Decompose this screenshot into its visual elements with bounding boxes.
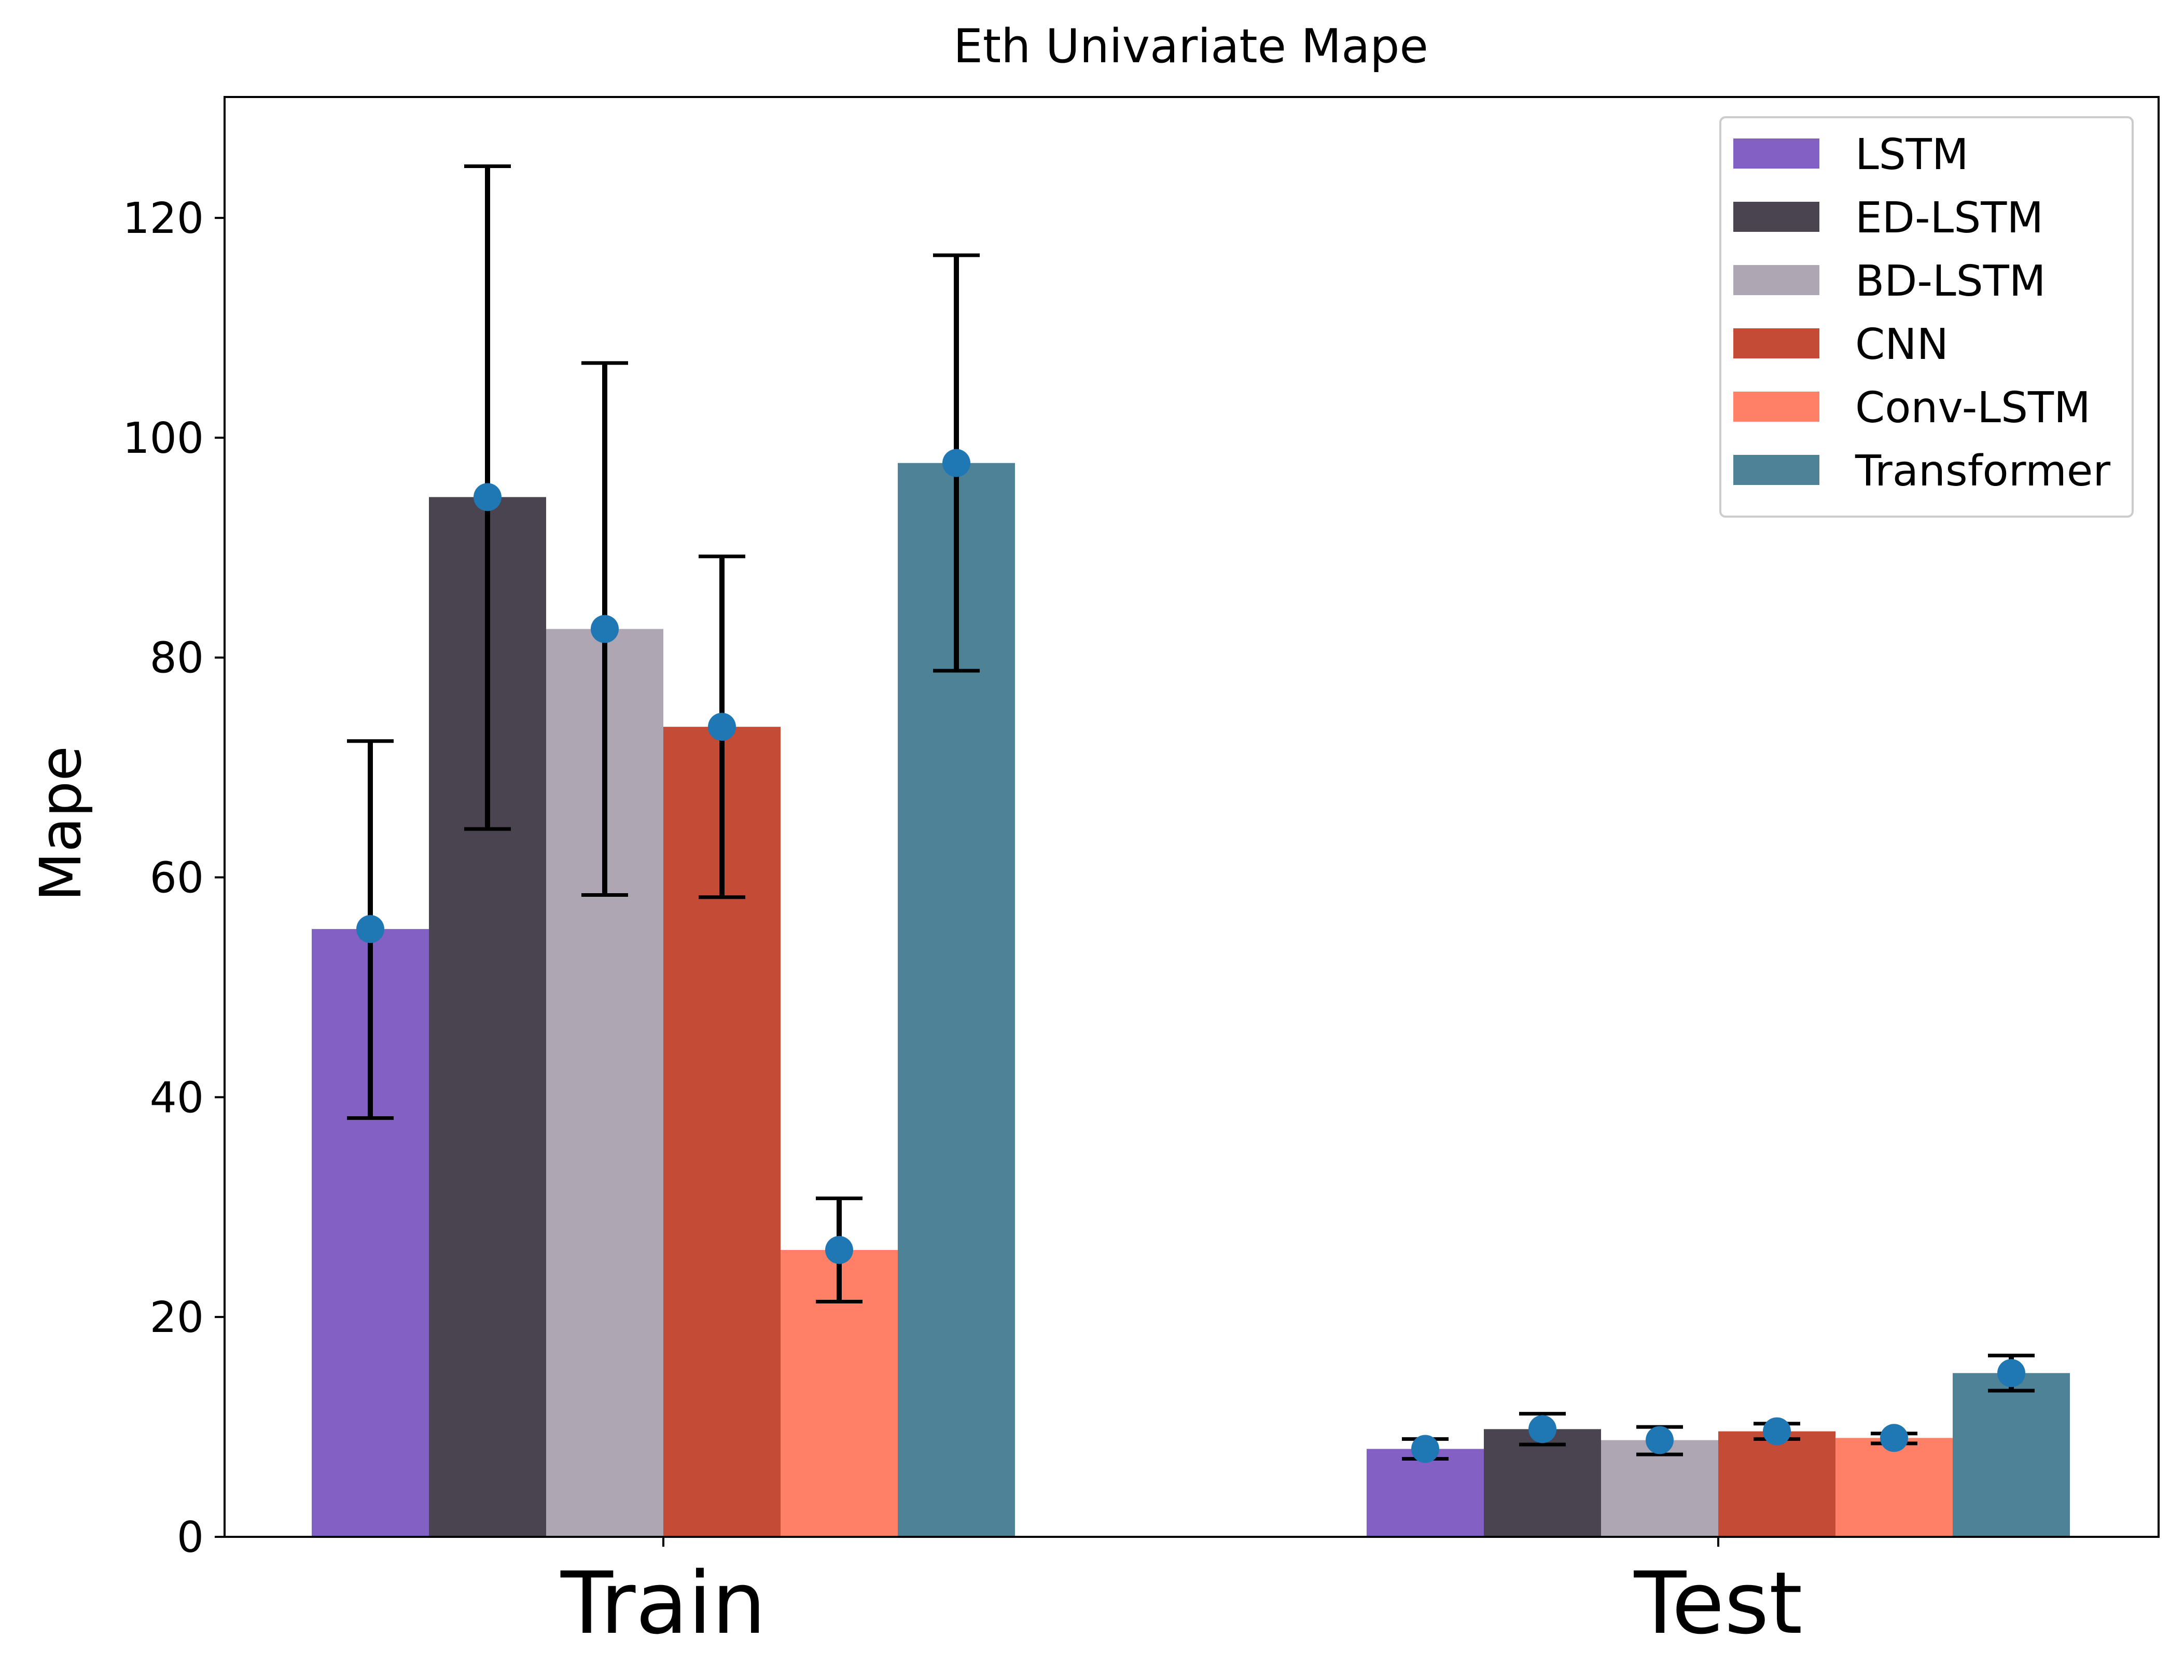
legend-label: ED-LSTM	[1855, 193, 2043, 243]
y-axis-label: Mape	[27, 746, 94, 901]
bar	[1601, 1440, 1718, 1537]
data-point	[1880, 1424, 1908, 1452]
y-tick-label: 40	[150, 1073, 204, 1122]
legend-swatch	[1733, 455, 1819, 485]
chart-title: Eth Univariate Mape	[953, 19, 1428, 74]
y-tick-label: 20	[150, 1293, 204, 1342]
legend-swatch	[1733, 392, 1819, 422]
data-point	[1646, 1426, 1674, 1454]
data-point	[1528, 1415, 1556, 1443]
x-tick-label: Train	[560, 1553, 766, 1653]
y-tick-label: 60	[150, 854, 204, 903]
mean-markers	[356, 449, 2025, 1463]
y-tick-label: 0	[177, 1513, 204, 1562]
legend-label: CNN	[1855, 320, 1949, 369]
bar	[1718, 1431, 1835, 1537]
data-point	[708, 713, 736, 741]
data-point	[1763, 1417, 1791, 1446]
bar	[1835, 1438, 1953, 1537]
legend: LSTM ED-LSTM BD-LSTM CNN Conv-LSTM Transforme…	[1719, 116, 2134, 518]
legend-box	[1719, 116, 2134, 518]
data-point	[356, 915, 384, 943]
data-point	[825, 1235, 853, 1264]
data-point	[474, 483, 502, 511]
bars	[312, 463, 2070, 1537]
bar	[1367, 1449, 1484, 1537]
y-tick-label: 100	[122, 414, 204, 463]
x-tick-label: Test	[1634, 1553, 1803, 1653]
legend-label: LSTM	[1855, 130, 1969, 179]
bar	[1953, 1373, 2070, 1537]
data-point	[942, 449, 970, 477]
bar	[1484, 1429, 1601, 1537]
plot-frame	[224, 96, 2160, 1538]
data-point	[1411, 1435, 1439, 1463]
legend-swatch	[1733, 202, 1819, 232]
legend-swatch	[1733, 138, 1819, 169]
legend-label: Transformer	[1855, 447, 2110, 496]
legend-label: Conv-LSTM	[1855, 383, 2091, 433]
legend-label: BD-LSTM	[1855, 257, 2046, 306]
data-point	[591, 615, 619, 643]
legend-swatch	[1733, 265, 1819, 295]
y-tick-label: 120	[122, 194, 204, 243]
data-point	[1997, 1359, 2025, 1387]
y-tick-label: 80	[150, 634, 204, 683]
legend-swatch	[1733, 328, 1819, 358]
